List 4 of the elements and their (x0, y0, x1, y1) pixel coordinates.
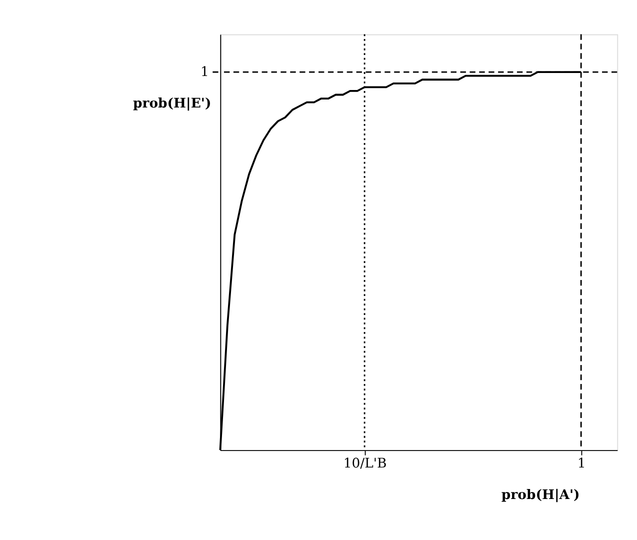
y-axis-title: prob(H|E') (133, 96, 212, 112)
x-axis-title: prob(H|A') (501, 488, 580, 503)
ref-line-label: 1 (200, 64, 209, 80)
x-tick-label: 10/L'B (343, 456, 387, 472)
